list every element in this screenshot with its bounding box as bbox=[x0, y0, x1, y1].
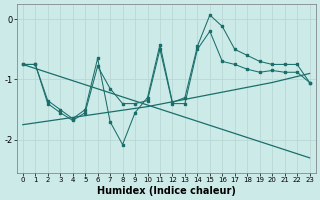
X-axis label: Humidex (Indice chaleur): Humidex (Indice chaleur) bbox=[97, 186, 236, 196]
